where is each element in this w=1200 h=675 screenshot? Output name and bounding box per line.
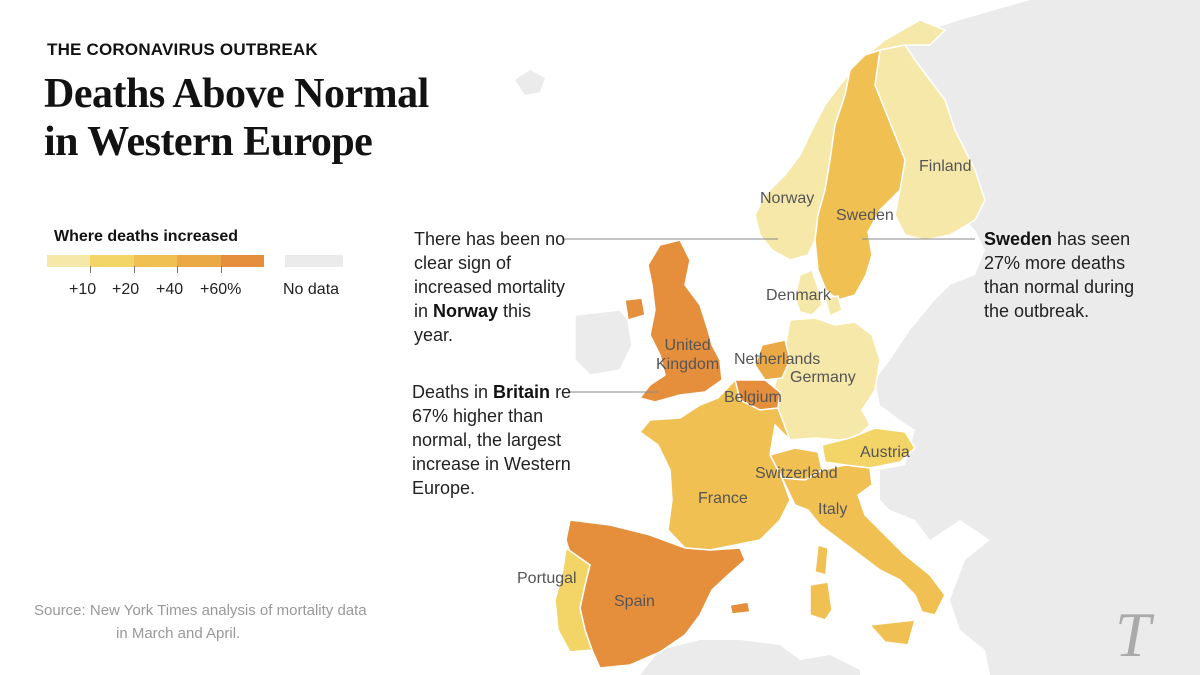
source-line-2: in March and April. <box>116 625 241 642</box>
label-france: France <box>698 490 748 507</box>
legend-tick <box>134 266 135 273</box>
label-switzerland: Switzerland <box>755 465 838 482</box>
legend-tick <box>90 266 91 273</box>
headline: Deaths Above Normal in Western Europe <box>44 70 504 166</box>
country-denmark-islands <box>824 295 843 318</box>
label-netherlands: Netherlands <box>734 351 821 368</box>
legend-nodata-label: No data <box>283 281 340 298</box>
label-austria: Austria <box>860 444 910 461</box>
legend-title: Where deaths increased <box>54 228 239 245</box>
label-finland: Finland <box>919 158 972 175</box>
country-ireland <box>574 309 633 376</box>
kicker: THE CORONAVIRUS OUTBREAK <box>47 40 318 59</box>
label-denmark: Denmark <box>766 287 831 304</box>
legend-tick-label: +40 <box>156 281 184 298</box>
country-austria <box>821 427 916 469</box>
legend-tick-label: +10 <box>69 281 97 298</box>
headline-line-1: Deaths Above Normal <box>44 71 429 117</box>
country-uk-northern-ireland <box>624 297 646 321</box>
country-france <box>638 378 791 551</box>
country-uk <box>638 239 723 403</box>
label-belgium: Belgium <box>724 389 782 406</box>
country-italy-sicily <box>868 619 917 646</box>
legend-swatch-4 <box>177 255 221 267</box>
legend-swatch-2 <box>90 255 134 267</box>
label-portugal: Portugal <box>517 570 577 587</box>
annotation-sweden-bold: Sweden <box>984 229 1053 249</box>
legend-tick <box>221 266 222 273</box>
country-italy <box>780 464 946 616</box>
label-spain: Spain <box>614 593 655 610</box>
source-note: Source: New York Times analysis of morta… <box>34 599 367 645</box>
legend-swatch-3 <box>133 255 178 267</box>
country-italy-sardinia <box>809 581 833 621</box>
legend-swatch-1 <box>47 255 91 267</box>
legend-tick-label: +60% <box>200 281 242 298</box>
country-france-corsica <box>814 544 829 576</box>
source-line-1: Source: New York Times analysis of morta… <box>34 602 367 619</box>
legend-nodata-swatch <box>285 255 343 267</box>
legend-swatch-5 <box>220 255 264 267</box>
country-spain-balearic <box>729 601 751 615</box>
country-netherlands <box>754 339 791 381</box>
label-germany: Germany <box>790 369 856 386</box>
annotation-sweden: Sweden has seen 27% more deaths than nor… <box>984 229 1135 321</box>
label-italy: Italy <box>818 501 848 518</box>
country-denmark <box>794 268 823 316</box>
country-portugal <box>554 546 594 653</box>
legend-color-scale <box>47 255 264 267</box>
annotation-norway-bold: Norway <box>433 301 499 321</box>
annotation-britain: Deaths in Britain re 67% higher than nor… <box>412 382 572 498</box>
annotation-britain-bold: Britain <box>493 382 551 402</box>
north-africa-landmass <box>640 640 860 675</box>
label-norway: Norway <box>760 190 815 207</box>
nyt-logo: T <box>1115 599 1151 670</box>
label-sweden: Sweden <box>836 207 894 224</box>
legend-tick <box>177 266 178 273</box>
annotation-norway: There has been no clear sign of increase… <box>414 229 566 345</box>
label-united-kingdom: United Kingdom <box>656 337 720 373</box>
iceland-faroe-landmass <box>515 70 545 95</box>
legend-tick-label: +20 <box>112 281 140 298</box>
headline-line-2: in Western Europe <box>44 119 373 165</box>
